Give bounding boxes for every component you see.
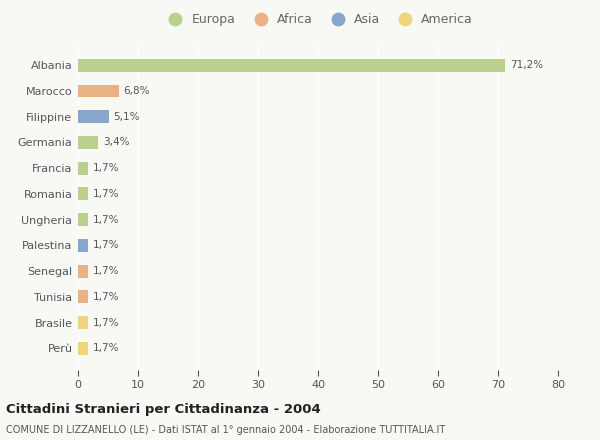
Bar (78, 110, 109, 123)
Text: 1,7%: 1,7% (93, 189, 119, 199)
Bar (78, 136, 98, 149)
Text: COMUNE DI LIZZANELLO (LE) - Dati ISTAT al 1° gennaio 2004 - Elaborazione TUTTITA: COMUNE DI LIZZANELLO (LE) - Dati ISTAT a… (6, 425, 445, 436)
Text: 3,4%: 3,4% (103, 137, 130, 147)
Text: 6,8%: 6,8% (124, 86, 150, 96)
Bar (78, 187, 88, 200)
Text: 71,2%: 71,2% (510, 60, 543, 70)
Text: 1,7%: 1,7% (93, 215, 119, 225)
Bar (78, 162, 88, 175)
Text: 1,7%: 1,7% (93, 163, 119, 173)
Bar (78, 239, 88, 252)
Bar (78, 213, 88, 226)
Bar (78, 59, 505, 72)
Text: 5,1%: 5,1% (113, 112, 140, 122)
Bar (78, 316, 88, 329)
Text: 1,7%: 1,7% (93, 240, 119, 250)
Bar (78, 84, 119, 97)
Bar (78, 342, 88, 355)
Bar (78, 265, 88, 278)
Text: 1,7%: 1,7% (93, 318, 119, 328)
Text: Cittadini Stranieri per Cittadinanza - 2004: Cittadini Stranieri per Cittadinanza - 2… (6, 403, 321, 416)
Text: 1,7%: 1,7% (93, 292, 119, 302)
Text: 1,7%: 1,7% (93, 343, 119, 353)
Text: 1,7%: 1,7% (93, 266, 119, 276)
Legend: Europa, Africa, Asia, America: Europa, Africa, Asia, America (158, 8, 478, 31)
Bar (78, 290, 88, 303)
